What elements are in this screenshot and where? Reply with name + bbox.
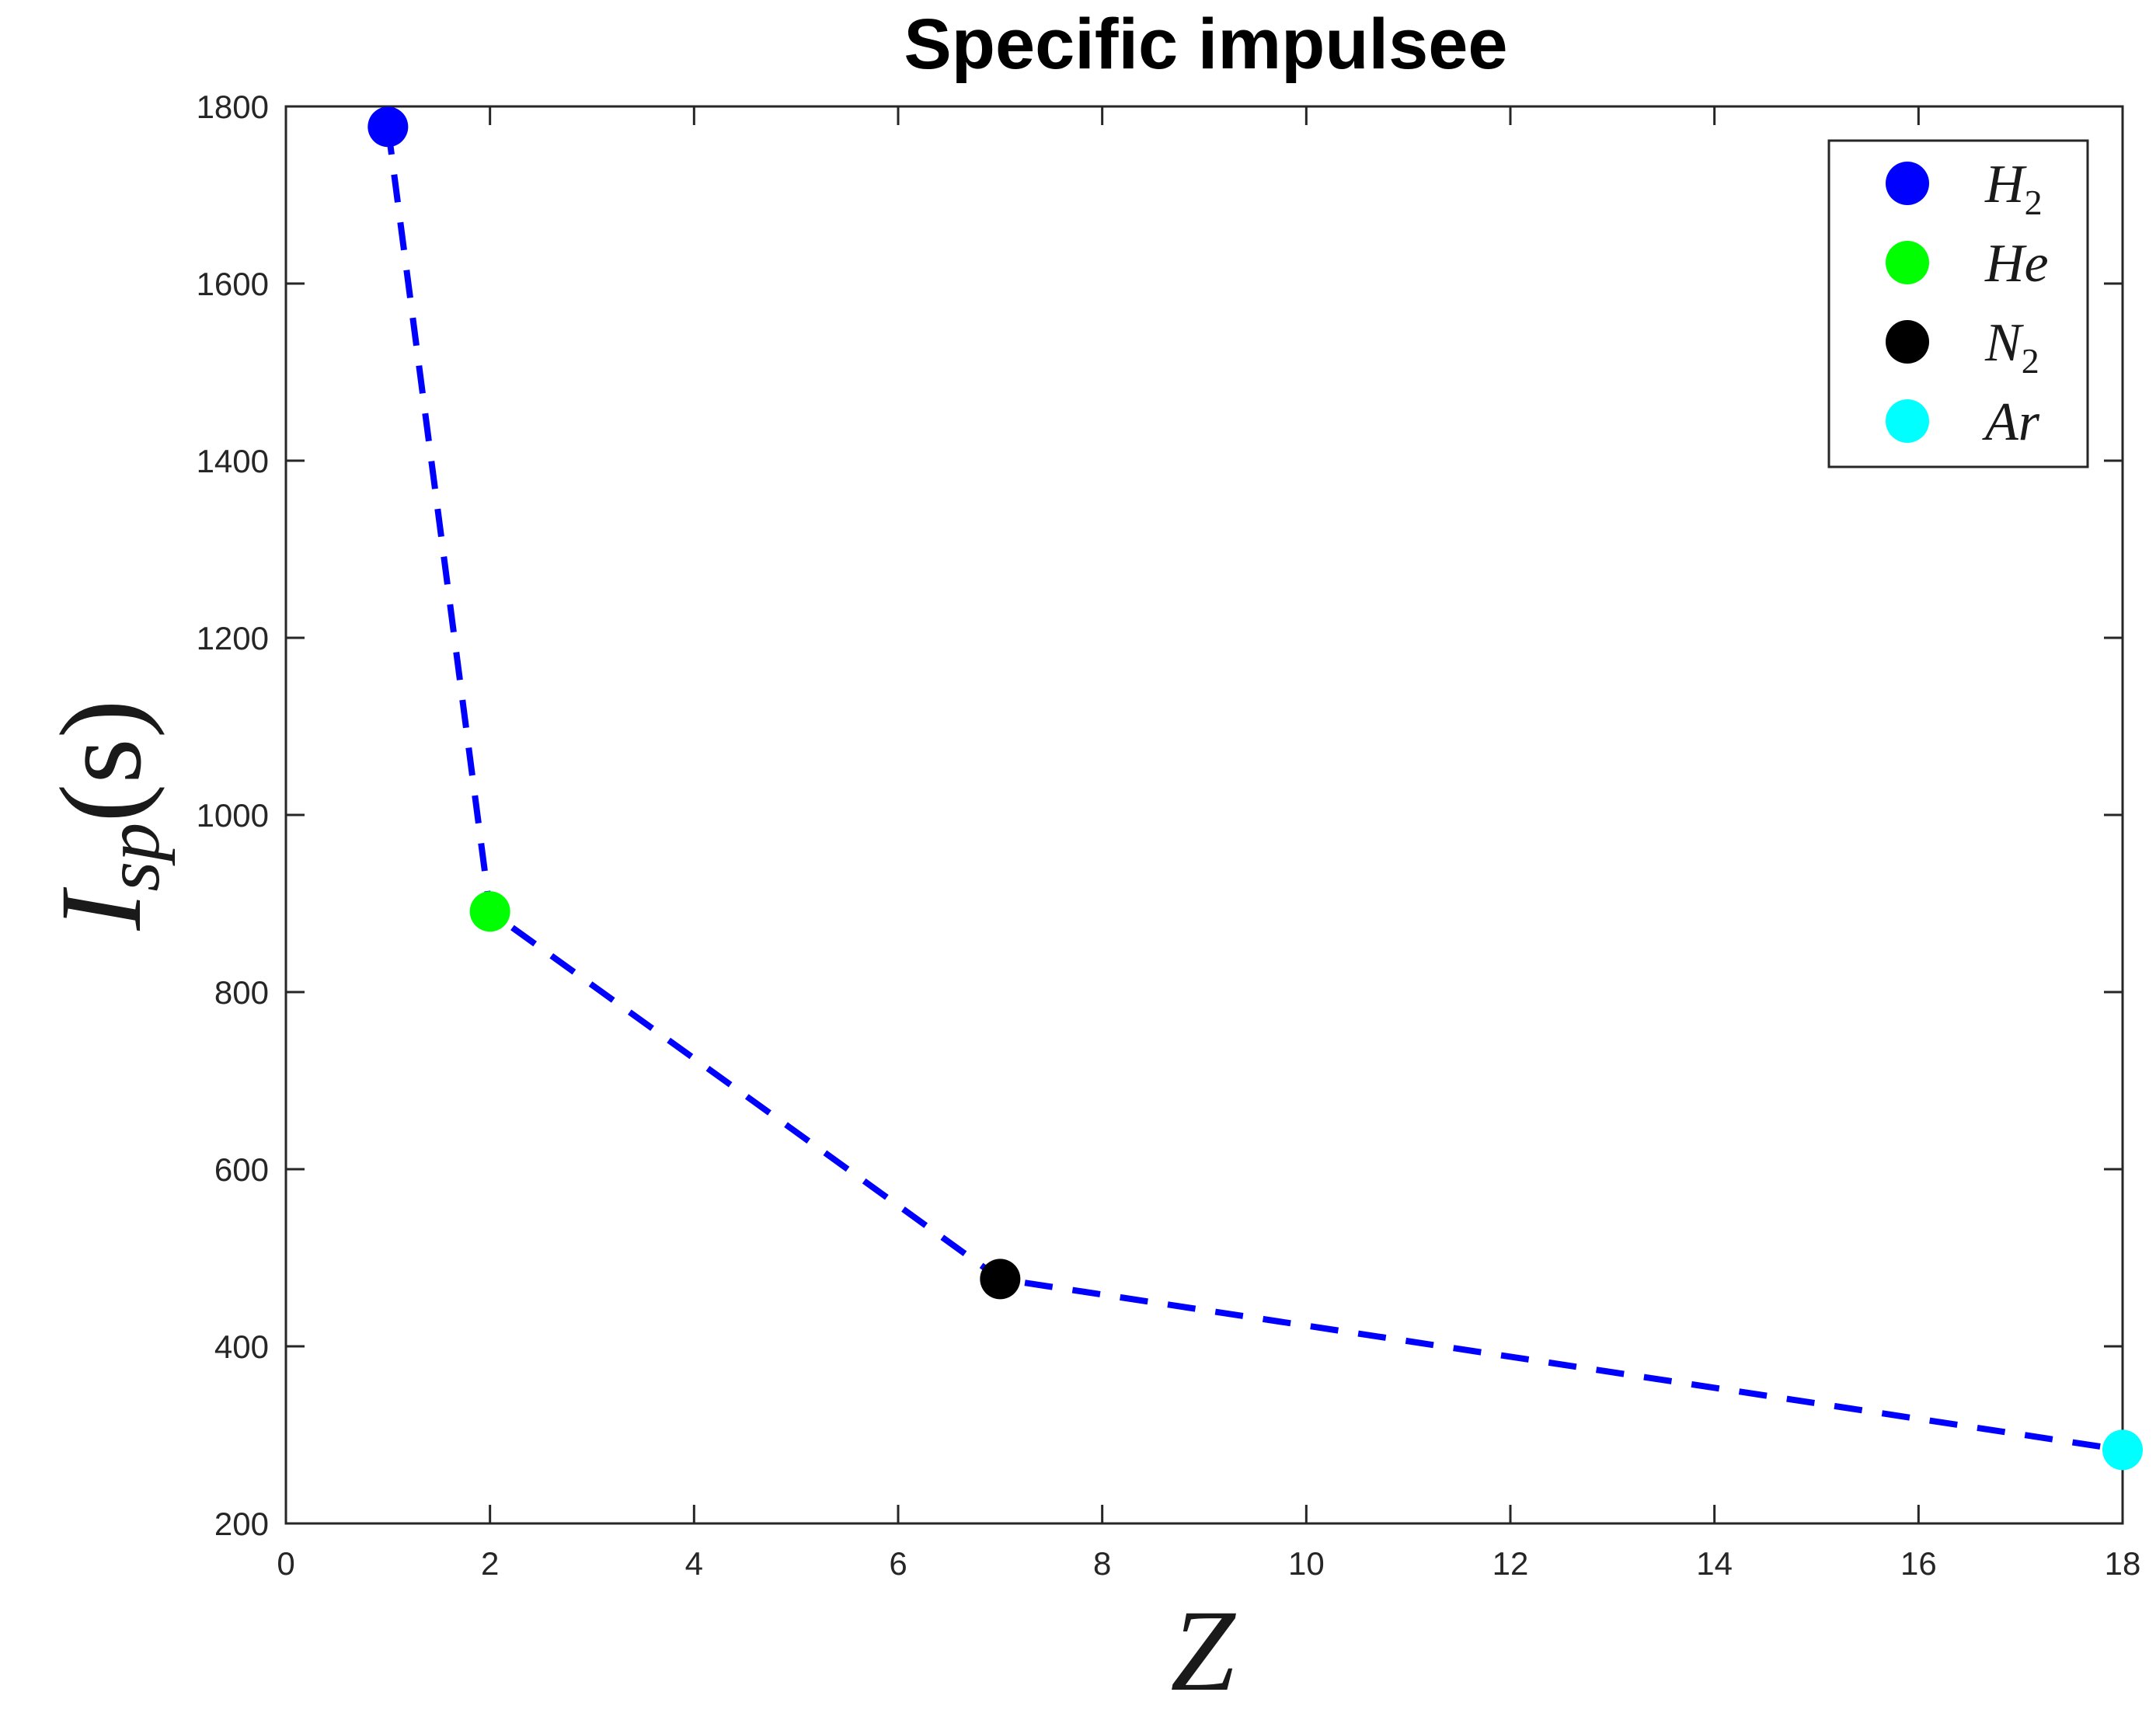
x-tick-label: 0 [277,1545,294,1582]
x-tick-label: 2 [481,1545,499,1582]
legend-label-he: He [1984,234,2049,294]
legend-marker-ar [1886,399,1929,443]
y-axis-label-sub: sp [89,823,176,892]
data-points [367,106,2143,1471]
x-tick-label: 8 [1093,1545,1111,1582]
y-axis-label: Isp(s) [37,699,176,931]
svg-text:Isp(s): Isp(s) [37,699,176,931]
chart-title: Specific impulsee [904,5,1507,84]
y-tick-label: 1000 [197,797,269,834]
data-point-h2 [367,106,409,148]
legend-label-h2: H2 [1984,155,2043,222]
x-tick-label: 4 [685,1545,703,1582]
y-axis-label-rest: (s) [37,699,165,822]
y-tick-label: 800 [214,974,269,1011]
x-axis-label: Z [1170,1586,1236,1715]
plot-area [284,105,2124,1525]
x-tick-label: 14 [1696,1545,1733,1582]
y-tick-label: 1600 [197,266,269,302]
legend-marker-n2 [1886,320,1929,364]
y-tick-label: 1400 [197,443,269,479]
x-tick-label: 12 [1492,1545,1529,1582]
data-point-ar [2102,1429,2143,1471]
legend-label-ar: Ar [1982,392,2040,452]
data-point-n2 [980,1259,1021,1300]
legend: H2 He N2 Ar [1827,139,2089,468]
y-tick-label: 600 [214,1151,269,1188]
legend-label-n2: N2 [1984,313,2039,381]
y-axis-ticks: 200 400 600 800 1000 1200 1400 1600 1800 [197,89,2123,1542]
x-axis-ticks: 0 2 4 6 8 10 12 14 16 18 [277,106,2140,1582]
data-point-he [469,891,510,932]
y-tick-label: 1200 [197,620,269,656]
legend-marker-h2 [1886,162,1929,205]
y-tick-label: 1800 [197,89,269,125]
x-tick-label: 6 [889,1545,907,1582]
x-tick-label: 10 [1288,1545,1325,1582]
x-tick-label: 18 [2105,1545,2141,1582]
y-axis-label-main: I [37,887,165,931]
legend-marker-he [1886,241,1929,284]
series-line [385,126,2123,1454]
legend-box [1827,139,2089,468]
x-tick-label: 16 [1900,1545,1937,1582]
y-tick-label: 400 [214,1328,269,1365]
y-tick-label: 200 [214,1506,269,1542]
